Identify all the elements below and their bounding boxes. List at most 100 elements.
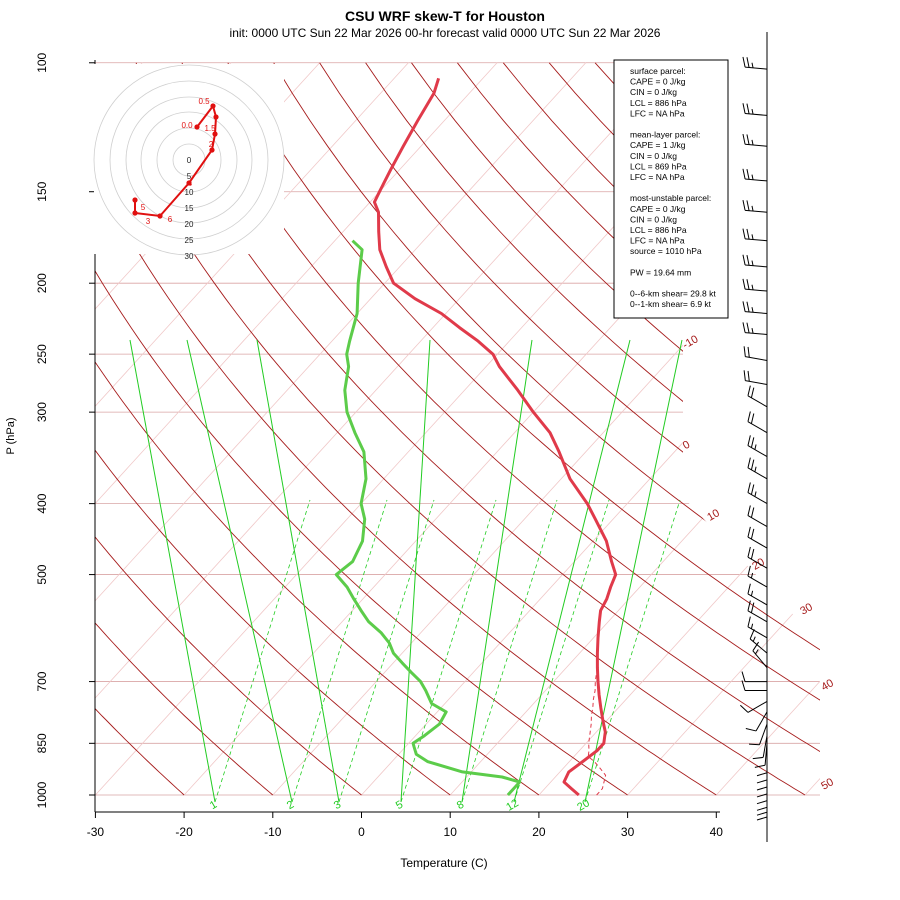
barb-half-flag [751, 205, 754, 212]
moist-adiabat [513, 339, 631, 803]
barb-flag [756, 779, 768, 784]
x-tick-label: 40 [710, 825, 724, 839]
wind-barb [754, 743, 768, 768]
wind-barb [742, 56, 768, 70]
y-tick-label: 150 [35, 181, 49, 201]
moist-adiabat [400, 339, 431, 803]
info-line: source = 1010 hPa [630, 246, 702, 256]
barb-flag [746, 200, 750, 211]
hodograph-point [132, 210, 138, 216]
isotherm-line [894, 63, 900, 795]
y-tick-label: 300 [35, 402, 49, 422]
barb-flag [746, 254, 750, 266]
barb-flag [747, 370, 750, 382]
barb-half-flag [754, 491, 757, 497]
isotherm-label: 0 [681, 439, 692, 452]
parcel-info-box: surface parcel:CAPE = 0 J/kg CIN = 0 J/kg… [613, 59, 729, 319]
barb-flag [750, 387, 755, 398]
barb-flag [750, 507, 755, 518]
barb-shaft [745, 288, 768, 292]
y-tick-label: 250 [35, 344, 49, 364]
hodograph-point [157, 213, 163, 219]
barb-flag [754, 764, 766, 768]
mixing-ratio-label: 20 [575, 797, 592, 814]
isotherm-line [272, 62, 820, 796]
barb-shaft [745, 264, 768, 268]
info-line: surface parcel: [630, 66, 686, 76]
info-line: CAPE = 0 J/kg [630, 77, 686, 87]
wind-barb [742, 228, 768, 242]
barb-flag [747, 385, 751, 396]
barb-flag [749, 743, 760, 746]
barb-flag [743, 346, 746, 357]
barb-flag [747, 482, 751, 493]
isotherm-label: 50 [819, 776, 836, 793]
barb-half-flag [751, 234, 754, 240]
barb-shaft [745, 356, 768, 361]
hodograph-point [194, 124, 200, 130]
barb-half-flag [755, 649, 759, 655]
barb-shaft [745, 178, 768, 182]
hodograph-point [132, 197, 138, 203]
hodograph-point [212, 131, 218, 137]
wind-barb [749, 629, 768, 654]
hodograph-ring-label: 5 [187, 172, 192, 181]
isotherm-line [538, 62, 820, 796]
moist-adiabat [256, 339, 340, 803]
info-line: LFC = NA hPa [630, 108, 685, 118]
barb-half-flag [751, 328, 754, 334]
chart-title: CSU WRF skew-T for Houston [345, 8, 545, 24]
hodograph-ring [140, 111, 238, 209]
wind-barb [747, 526, 768, 549]
dry-adiabat [95, 62, 806, 796]
barb-shaft [747, 445, 768, 458]
barb-shaft [755, 711, 768, 732]
barb-flag [742, 56, 746, 68]
barb-flag [752, 641, 760, 652]
barb-shaft [745, 311, 768, 315]
barb-shaft [747, 492, 768, 505]
barb-flag [742, 301, 746, 312]
mixing-ratio-label: 2 [285, 799, 296, 812]
isotherm-label: 40 [819, 677, 836, 694]
barb-half-flag [751, 139, 754, 146]
barb-shaft [747, 536, 768, 549]
wind-barb [742, 322, 768, 335]
barb-flag [756, 806, 768, 811]
barb-flag [742, 133, 746, 145]
barb-shaft [747, 593, 768, 606]
barb-flag [749, 629, 755, 640]
barb-flag [746, 134, 750, 145]
info-line: most-unstable parcel: [630, 193, 711, 203]
barb-shaft [762, 735, 768, 758]
barb-flag [747, 435, 751, 446]
wind-barb [742, 254, 768, 268]
barb-flag [745, 728, 757, 732]
x-tick-label: -20 [175, 825, 193, 839]
isotherm-line [627, 62, 820, 796]
barb-shaft [764, 743, 768, 766]
barb-shaft [745, 380, 768, 385]
wind-barb [747, 616, 768, 639]
dry-adiabat [95, 62, 451, 796]
hodograph-ring-label: 15 [185, 204, 194, 213]
dry-adiabat [95, 62, 628, 796]
hodograph-point-label: 0.5 [198, 97, 210, 106]
wind-barb [743, 346, 768, 361]
barb-shaft [745, 143, 768, 147]
barb-flag [756, 786, 768, 791]
isotherm-label: 30 [798, 601, 815, 618]
barb-flag [741, 680, 746, 691]
hodograph-point-label: 6 [168, 215, 173, 224]
mixing-ratio-line [338, 499, 435, 803]
hodograph-ring [125, 96, 253, 224]
temperature-line [372, 77, 618, 797]
info-line: 0--6-km shear= 29.8 kt [630, 289, 716, 299]
info-line: CIN = 0 J/kg [630, 151, 677, 161]
wind-barb [747, 583, 768, 606]
hodograph-ring-label: 0 [187, 156, 192, 165]
dewpoint-line [334, 239, 522, 797]
wind-barb [747, 546, 768, 569]
dry-adiabat [95, 62, 362, 796]
hodograph-ring-label: 20 [185, 220, 194, 229]
